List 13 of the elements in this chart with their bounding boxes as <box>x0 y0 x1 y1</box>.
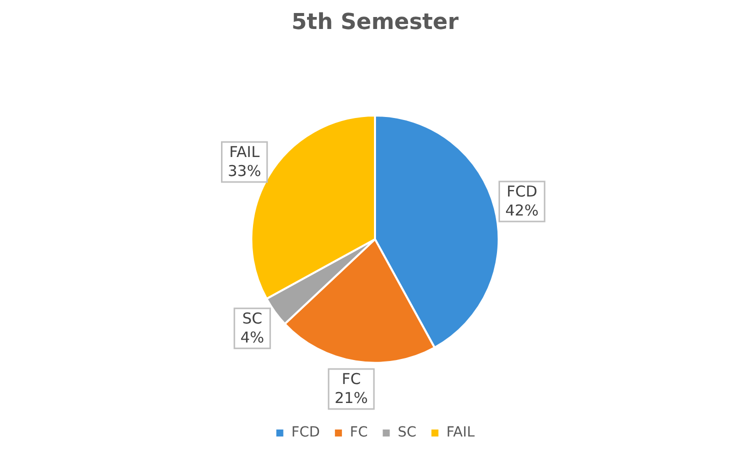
slice-label: FCD <box>506 182 538 200</box>
legend-label: SC <box>398 424 417 441</box>
legend-label: FC <box>350 424 368 441</box>
data-label: 33% <box>228 162 262 180</box>
slice-label: FC <box>342 370 361 388</box>
data-label: 4% <box>240 328 264 346</box>
slice-label: SC <box>242 309 262 328</box>
slice-label: FAIL <box>229 142 260 161</box>
data-label: 21% <box>334 388 368 407</box>
legend-label: FCD <box>291 424 320 441</box>
chart-title: 5th Semester <box>291 10 459 35</box>
legend-label: FAIL <box>446 424 475 441</box>
data-label: 42% <box>505 201 539 220</box>
